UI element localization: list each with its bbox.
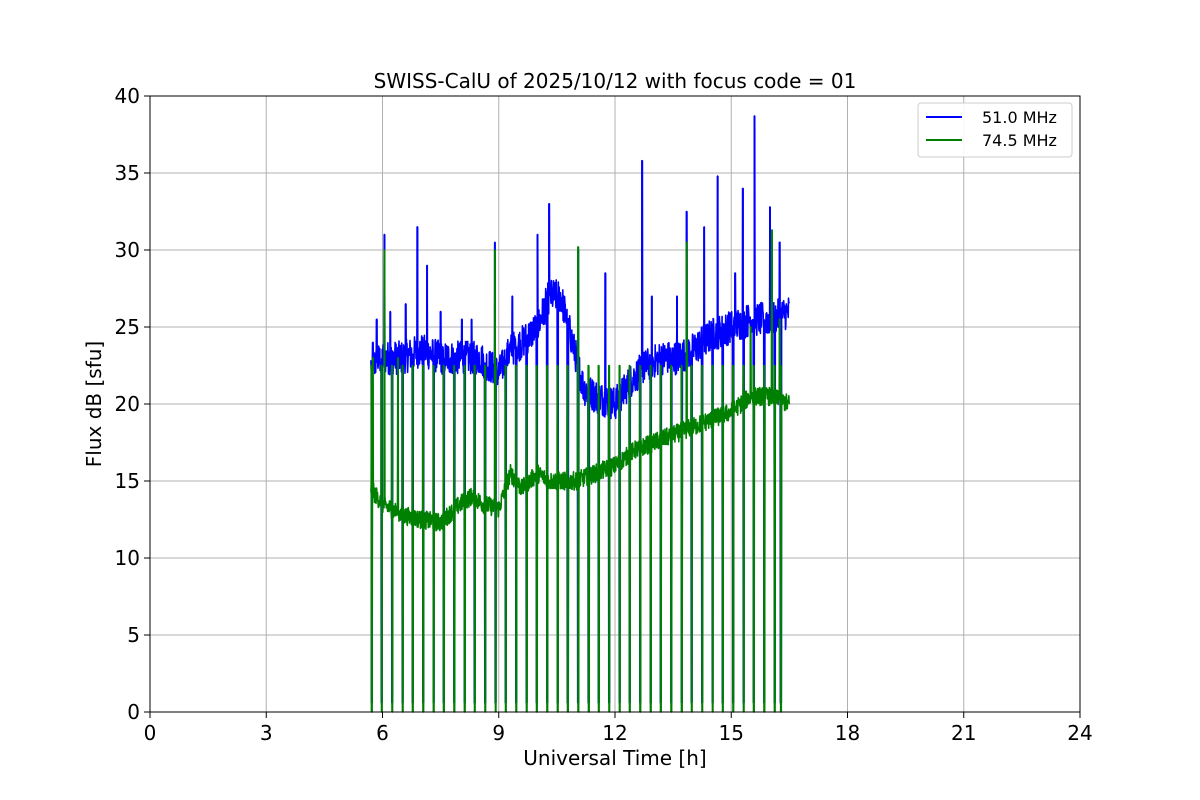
y-axis-label: Flux dB [sfu] bbox=[82, 341, 106, 467]
y-tick-label: 35 bbox=[115, 161, 140, 185]
chart-title: SWISS-CalU of 2025/10/12 with focus code… bbox=[374, 69, 857, 93]
y-axis: 0 5 10 15 20 25 30 35 40 bbox=[115, 84, 150, 724]
x-tick-label: 18 bbox=[835, 721, 860, 745]
x-tick-label: 24 bbox=[1067, 721, 1092, 745]
y-tick-label: 25 bbox=[115, 315, 140, 339]
legend: 51.0 MHz 74.5 MHz bbox=[917, 102, 1073, 158]
legend-label-51mhz: 51.0 MHz bbox=[982, 108, 1057, 127]
x-tick-label: 0 bbox=[144, 721, 157, 745]
y-tick-label: 10 bbox=[115, 546, 140, 570]
legend-label-74mhz: 74.5 MHz bbox=[982, 131, 1057, 150]
y-tick-label: 30 bbox=[115, 238, 140, 262]
x-tick-label: 6 bbox=[376, 721, 389, 745]
y-tick-label: 40 bbox=[115, 84, 140, 108]
series-layer bbox=[370, 115, 791, 713]
x-tick-label: 9 bbox=[492, 721, 505, 745]
y-tick-label: 5 bbox=[127, 623, 140, 647]
x-tick-label: 15 bbox=[719, 721, 744, 745]
series-line bbox=[370, 229, 791, 713]
x-tick-label: 12 bbox=[602, 721, 627, 745]
y-tick-label: 0 bbox=[127, 700, 140, 724]
x-tick-label: 21 bbox=[951, 721, 976, 745]
x-tick-label: 3 bbox=[260, 721, 273, 745]
series-74mhz bbox=[370, 229, 791, 713]
x-axis-label: Universal Time [h] bbox=[523, 746, 706, 770]
x-axis: 0 3 6 9 12 15 18 21 24 bbox=[144, 712, 1093, 745]
y-tick-label: 20 bbox=[115, 392, 140, 416]
y-tick-label: 15 bbox=[115, 469, 140, 493]
